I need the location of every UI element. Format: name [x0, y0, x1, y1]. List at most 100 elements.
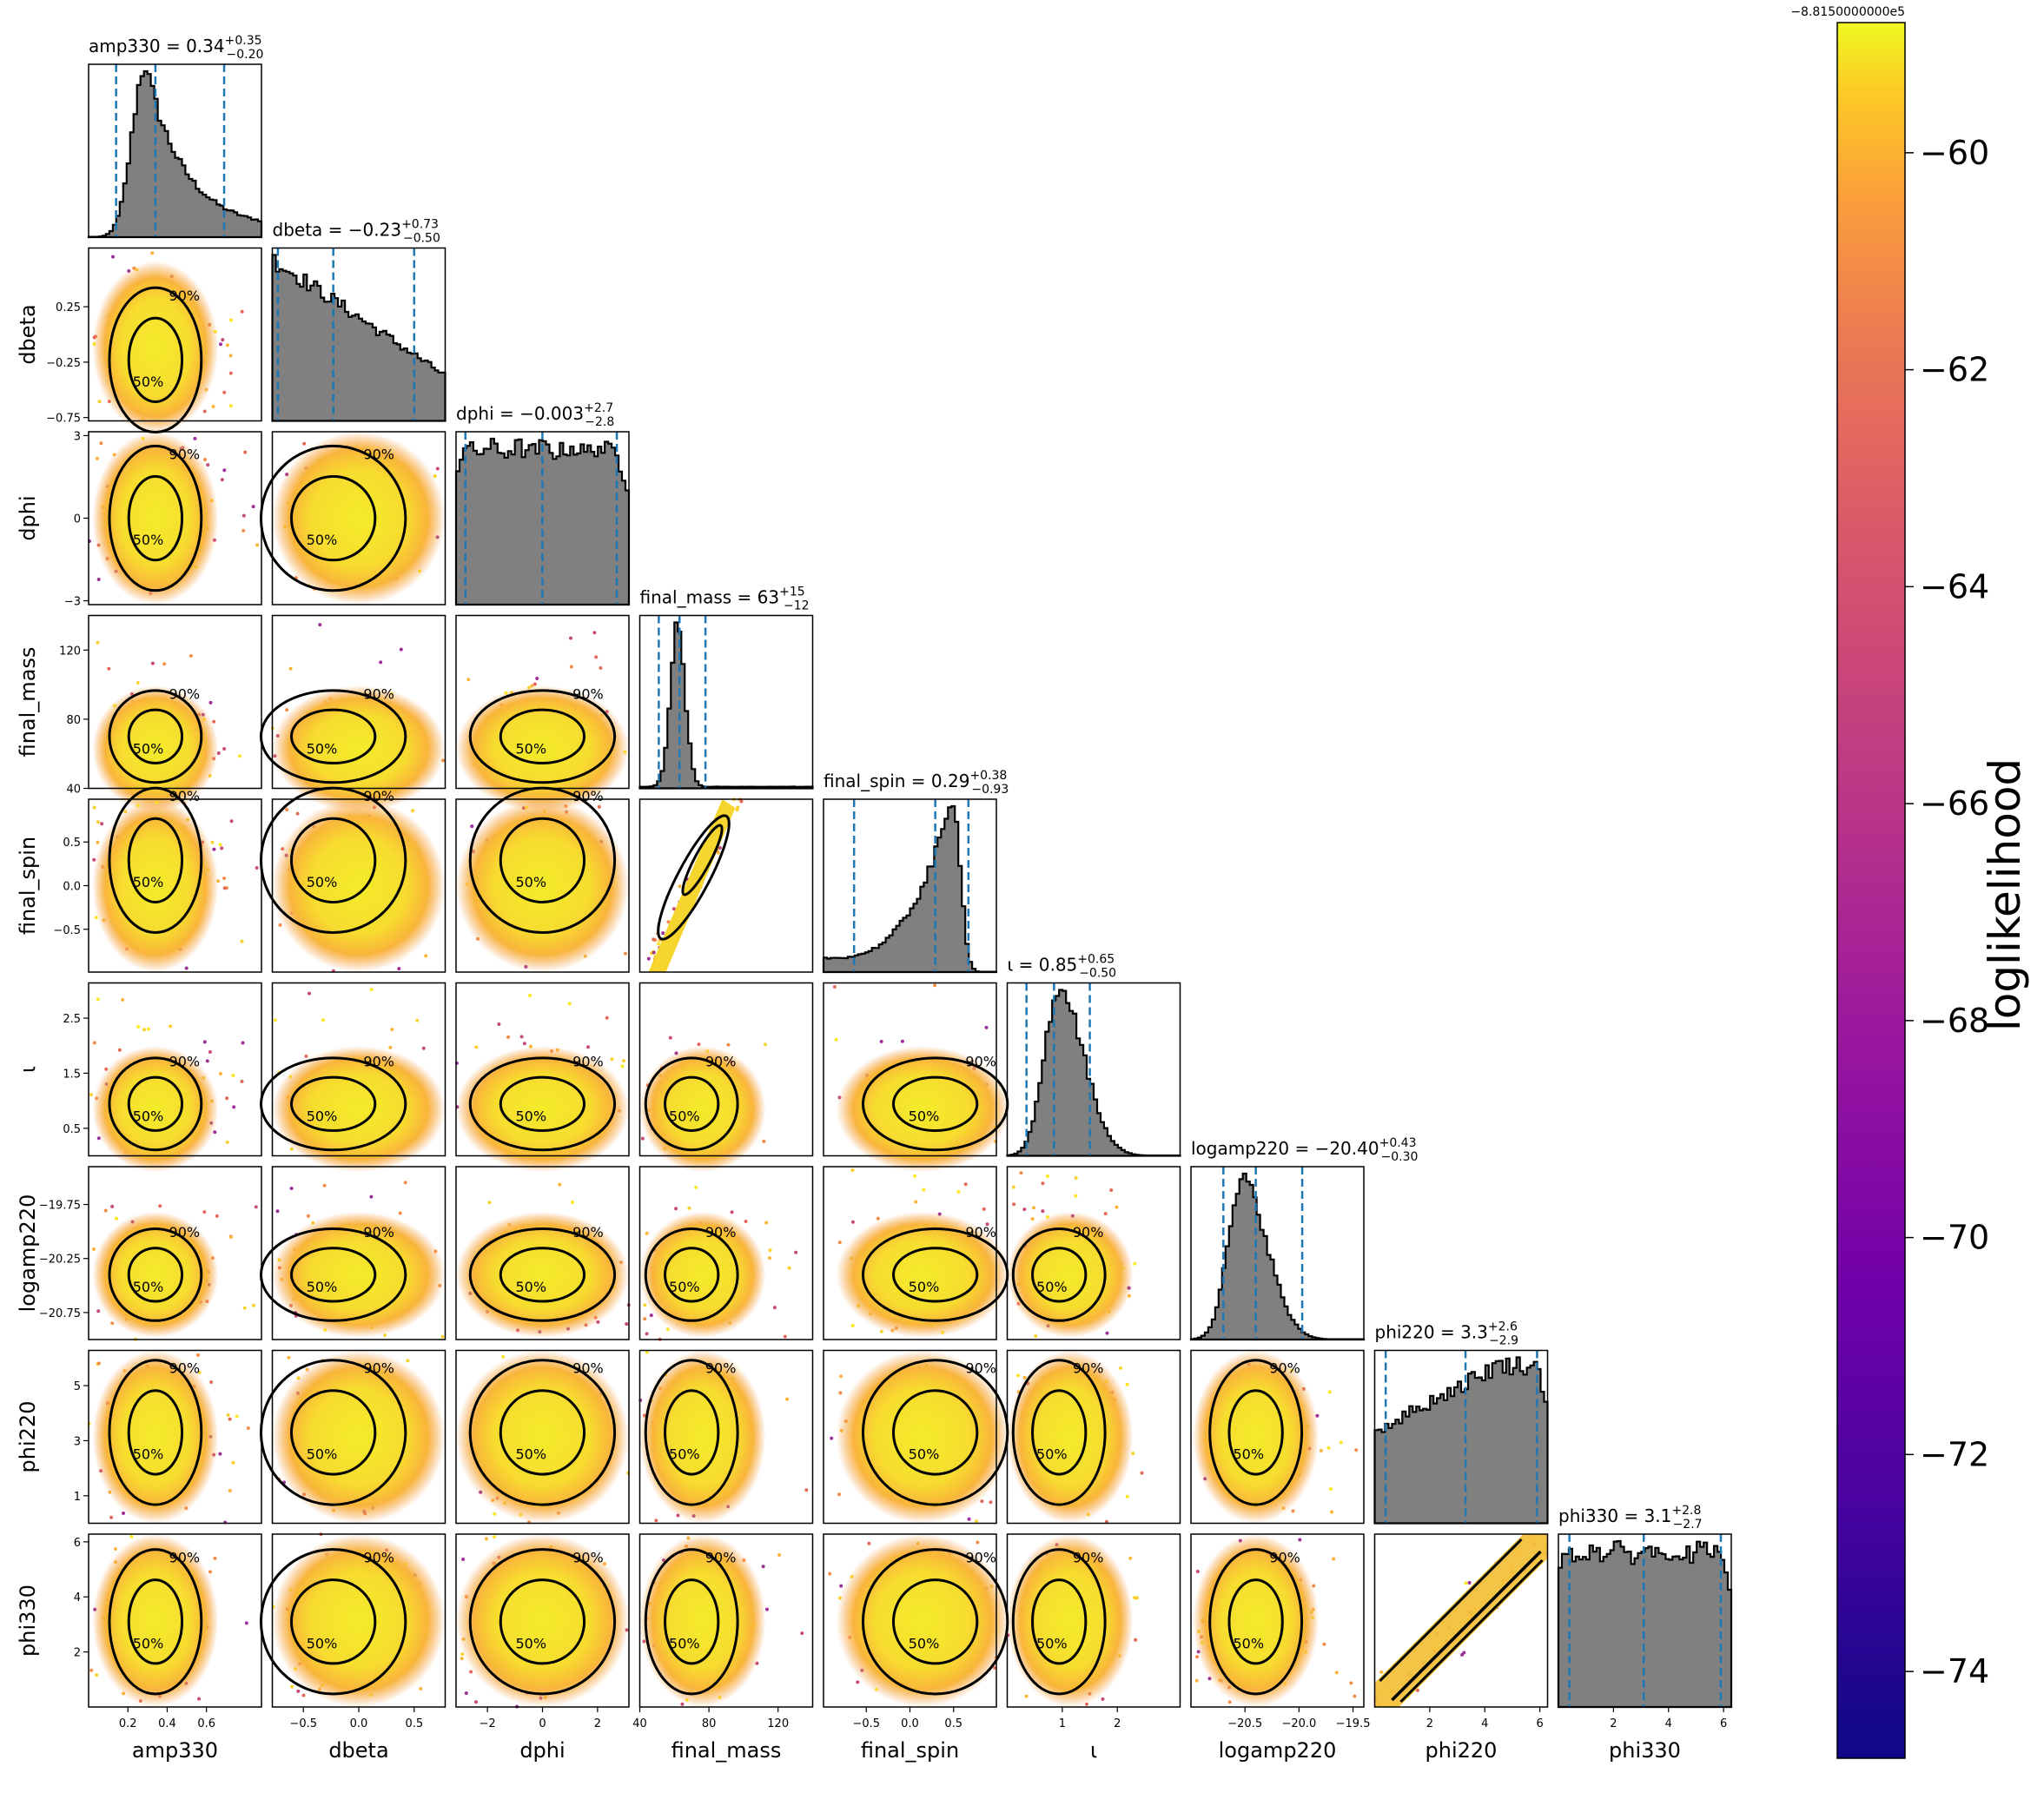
ylabel-dbeta: dbeta	[16, 304, 40, 364]
contour-label-90: 90%	[705, 1224, 737, 1241]
xlabel-logamp220: logamp220	[1219, 1738, 1337, 1763]
colorbar-tick-label: −70	[1920, 1219, 1989, 1257]
contour-50	[499, 1247, 586, 1303]
contour-50	[1031, 1247, 1088, 1303]
scatter-point	[89, 1093, 93, 1096]
scatter-point	[1046, 1174, 1049, 1178]
colorbar-tick-label: −68	[1920, 1002, 1989, 1040]
density-cloud	[456, 1211, 629, 1338]
title-minus-final_mass: −12	[784, 599, 810, 613]
contour-label-90: 90%	[965, 1224, 996, 1241]
density-cloud	[1374, 1534, 1548, 1707]
contour-label-90: 90%	[169, 1360, 201, 1377]
contour-50	[664, 1389, 720, 1476]
title-minus-logamp220: −0.30	[1381, 1150, 1419, 1164]
contour-label-90: 90%	[363, 685, 394, 702]
contour-90	[108, 1227, 203, 1322]
density-cloud	[456, 685, 629, 812]
scatter-point	[121, 998, 124, 1002]
scatter-point	[219, 843, 222, 846]
panel-frame	[455, 798, 630, 973]
scatter-point	[736, 808, 739, 811]
scatter-point	[1379, 1671, 1383, 1674]
panel-phi220-vs-phi220: phi220 = 3.3+2.6 −2.9	[1373, 1320, 1549, 1525]
scatter-point	[220, 846, 223, 850]
scatter-point	[694, 1186, 698, 1189]
scatter-point	[1327, 1446, 1331, 1450]
contour-50	[681, 824, 724, 896]
contour-label-90: 90%	[965, 1549, 996, 1565]
scatter-point	[913, 1174, 916, 1178]
scatter-point	[1468, 1581, 1472, 1585]
ytick-label-dphi: 0	[74, 513, 81, 526]
contour-label-90: 90%	[572, 685, 604, 702]
scatter-point	[506, 1035, 510, 1039]
contour-label-90: 90%	[1073, 1224, 1104, 1241]
scatter-point	[221, 338, 224, 341]
scatter-point	[487, 1201, 491, 1204]
ytick-label-dphi: 3	[74, 430, 81, 443]
colorbar-label: loglikelihood	[1980, 758, 2030, 1031]
scatter-point	[570, 665, 573, 669]
scatter-point	[104, 1209, 108, 1213]
panel-iota-vs-dbeta: 90% 50%	[259, 982, 447, 1173]
title-minus-phi220: −2.9	[1489, 1334, 1518, 1348]
scatter-point	[1354, 1448, 1358, 1452]
contour-label-50: 50%	[515, 1635, 546, 1651]
contour-label-50: 50%	[133, 1108, 164, 1124]
scatter-point	[110, 1205, 114, 1208]
scatter-point	[678, 884, 681, 888]
xtick-label-iota: 2	[1114, 1717, 1121, 1730]
xtick-label-amp330: 0.6	[197, 1717, 215, 1730]
panel-frame	[88, 982, 262, 1157]
scatter-point	[528, 994, 532, 997]
scatter-point	[804, 1488, 808, 1492]
scatter-point	[323, 1184, 327, 1188]
ytick-label-iota: 1.5	[63, 1068, 81, 1081]
contour-label-50: 50%	[909, 1279, 940, 1295]
scatter-point	[93, 1042, 96, 1045]
contour-label-90: 90%	[965, 1360, 996, 1377]
panel-dphi-vs-amp330: 90% 50% −3 0 3 dphi	[16, 430, 262, 609]
contour-50	[1031, 1389, 1088, 1476]
xtick-label-dphi: 0	[539, 1717, 546, 1730]
title-final_spin: final_spin = 0.29+0.38 −0.93	[824, 769, 1009, 797]
scatter-point	[218, 1452, 222, 1456]
density-cloud	[272, 432, 446, 605]
panel-frame	[271, 1166, 447, 1340]
panel-frame	[455, 982, 630, 1157]
xtick-label-amp330: 0.2	[119, 1717, 137, 1730]
contour-50	[1227, 1578, 1284, 1665]
panel-phi330-vs-iota: 90% 50% 1 2 ι	[1006, 1533, 1181, 1763]
scatter-point	[497, 1022, 500, 1026]
ytick-label-iota: 0.5	[63, 1123, 81, 1136]
title-minus-phi330: −2.7	[1673, 1518, 1703, 1532]
scatter-point	[255, 1205, 258, 1208]
contour-50	[664, 1578, 720, 1665]
scatter-point	[933, 983, 936, 987]
histogram-phi330	[1557, 1539, 1733, 1709]
panel-phi220-vs-logamp220: 90% 50%	[1190, 1349, 1365, 1525]
panel-frame	[638, 1349, 814, 1525]
density-cloud	[1193, 1350, 1320, 1524]
contour-label-50: 50%	[133, 532, 164, 548]
density-cloud	[1007, 1534, 1134, 1707]
contour-label-90: 90%	[363, 1053, 394, 1069]
scatter-point	[830, 1437, 833, 1440]
panel-final_spin-vs-amp330: 90% 50% −0.5 0.0 0.5 final_spin	[16, 786, 262, 973]
contour-90	[259, 1359, 407, 1506]
contour-label-50: 50%	[669, 1446, 700, 1463]
contour-90	[468, 1548, 617, 1696]
scatter-point	[594, 655, 598, 658]
panel-frame	[823, 982, 997, 1157]
scatter-point	[1075, 1176, 1078, 1180]
contour-50	[127, 1075, 184, 1132]
ytick-label-dbeta: −0.75	[46, 413, 81, 426]
scatter-point	[404, 1181, 407, 1184]
title-plus-final_spin: +0.38	[969, 769, 1007, 783]
contour-label-90: 90%	[169, 685, 201, 702]
density-cloud	[92, 1350, 219, 1524]
scatter-point	[219, 1072, 222, 1075]
contour-50	[290, 474, 377, 562]
xlabel-iota: ι	[1090, 1738, 1097, 1763]
